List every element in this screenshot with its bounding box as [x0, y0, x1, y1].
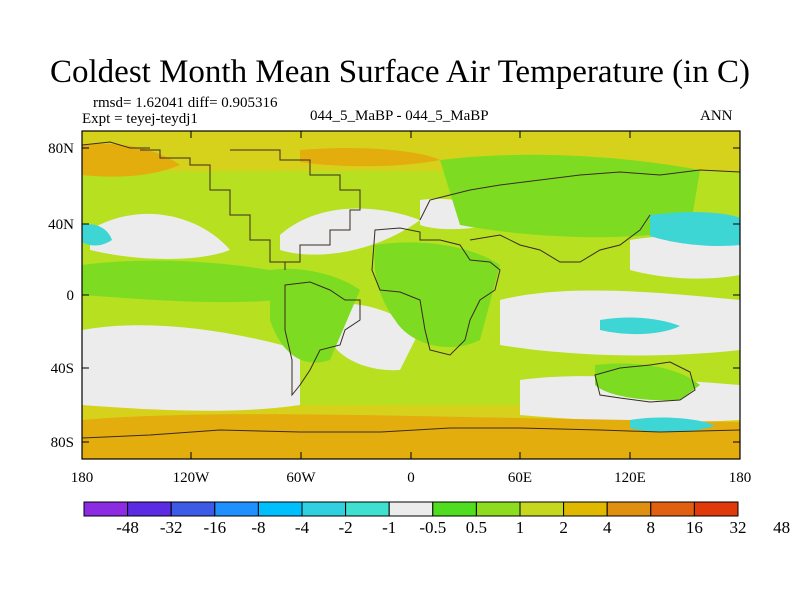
alaska-orange — [82, 143, 180, 177]
coast-africa — [371, 227, 501, 356]
colorbar-swatch — [345, 501, 390, 517]
season-label: ANN — [700, 108, 733, 124]
colorbar-label: -1 — [382, 518, 396, 537]
north-pacific-neutral — [90, 213, 230, 259]
coast-australia — [594, 361, 696, 403]
west-pacific-neutral — [630, 236, 740, 279]
colorbar-label: -48 — [116, 518, 139, 537]
west-pacific-cyan — [82, 224, 112, 246]
lon-tick-label: 180 — [729, 470, 752, 486]
colorbar: -48 -32 -16 -8 -4 -2 -1 -0.5 0.5 1 2 4 8 16 32 48 — [83, 501, 790, 537]
colorbar-label: 32 — [730, 518, 747, 537]
colorbar-label: -8 — [251, 518, 265, 537]
coast-eurasia-south — [469, 214, 651, 263]
coast-north-america-west — [140, 149, 286, 270]
lon-tick-label: 60W — [286, 470, 316, 486]
lon-tick-label: 0 — [407, 470, 415, 486]
colorbar-label: 2 — [559, 518, 568, 537]
colorbar-swatch — [214, 501, 259, 517]
colorbar-swatch — [257, 501, 303, 517]
coast-antarctica — [82, 427, 740, 439]
temperature-field — [82, 131, 740, 459]
colorbar-swatch — [170, 501, 216, 517]
lat-tick-label: 40N — [48, 217, 74, 233]
southern-ocean-cyan — [630, 417, 715, 433]
lon-tick-label: 60E — [508, 470, 532, 486]
colorbar-label: -2 — [339, 518, 353, 537]
coast-arctic-west — [82, 141, 150, 149]
colorbar-swatch — [432, 501, 477, 517]
north-pacific-cyan — [650, 212, 740, 246]
colorbar-label: 8 — [647, 518, 656, 537]
axis-ticks: 80N 40N 0 40S 80S 180 120W 60W 0 60E 120E 180 — [48, 131, 751, 486]
colorbar-label: -32 — [160, 518, 183, 537]
lat-tick-label: 40S — [51, 361, 74, 377]
colorbar-swatch — [606, 501, 652, 517]
case-label: 044_5_MaBP - 044_5_MaBP — [310, 108, 489, 124]
lat-tick-label: 80N — [48, 141, 74, 157]
coast-eurasia-north — [419, 169, 740, 221]
colorbar-swatch — [475, 501, 521, 517]
colorbar-label: 16 — [686, 518, 703, 537]
lat-tick-label: 80S — [51, 435, 74, 451]
colorbar-label: 4 — [603, 518, 612, 537]
colorbar-swatch — [650, 501, 695, 517]
australia-green — [595, 363, 700, 401]
colorbar-swatch — [563, 501, 608, 517]
colorbar-label: 48 — [773, 518, 790, 537]
south-america-green — [270, 268, 360, 363]
colorbar-swatch — [301, 501, 347, 517]
greenland-orange — [300, 148, 440, 167]
north-atlantic-neutral — [280, 208, 420, 255]
lon-tick-label: 120W — [173, 470, 211, 486]
colorbar-label: -0.5 — [419, 518, 446, 537]
equatorial-green — [82, 260, 280, 303]
colorbar-label: 0.5 — [466, 518, 487, 537]
experiment-label: Expt = teyej-teydj1 — [82, 111, 198, 127]
colorbar-swatch — [388, 501, 434, 517]
africa-green — [374, 242, 500, 348]
coastlines — [82, 141, 740, 439]
colorbar-label: -16 — [203, 518, 226, 537]
coast-north-america-east — [230, 149, 361, 263]
south-pacific-neutral — [82, 325, 300, 411]
antarctic-orange — [82, 414, 740, 459]
lon-tick-label: 120E — [614, 470, 646, 486]
stats-text: rmsd= 1.62041 diff= 0.905316 — [93, 95, 278, 111]
coast-south-america — [284, 281, 361, 397]
indian-ocean-cyan — [600, 317, 680, 335]
colorbar-swatch — [127, 501, 172, 517]
colorbar-label: -4 — [295, 518, 310, 537]
lat-tick-label: 0 — [67, 288, 75, 304]
colorbar-label: 1 — [516, 518, 525, 537]
eurasia-green — [440, 154, 700, 238]
colorbar-swatch — [83, 501, 129, 517]
lon-tick-label: 180 — [71, 470, 94, 486]
map-title: Coldest Month Mean Surface Air Temperatu… — [50, 54, 750, 90]
colorbar-swatch — [519, 501, 565, 517]
colorbar-swatch — [693, 501, 739, 517]
